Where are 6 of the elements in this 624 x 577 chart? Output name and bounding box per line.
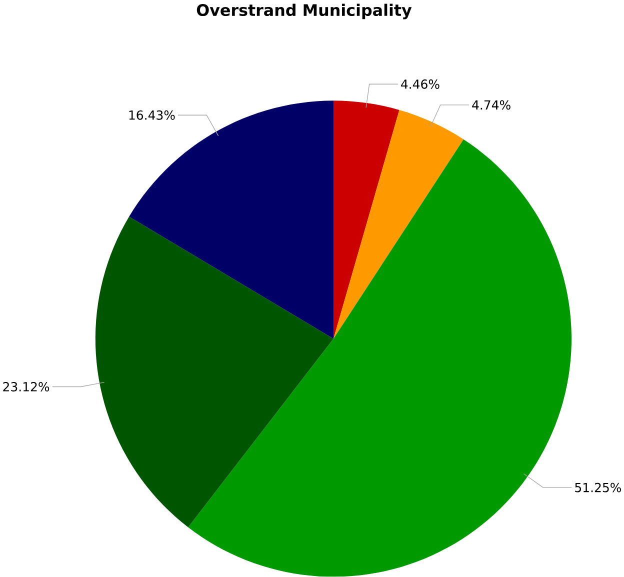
chart-title: Overstrand Municipality xyxy=(196,4,412,20)
data-label: 51.25% xyxy=(575,482,622,492)
data-label: 4.74% xyxy=(472,100,510,110)
data-label: 23.12% xyxy=(3,382,50,392)
data-label: 4.46% xyxy=(401,80,440,89)
data-label: 16.43% xyxy=(129,110,175,120)
